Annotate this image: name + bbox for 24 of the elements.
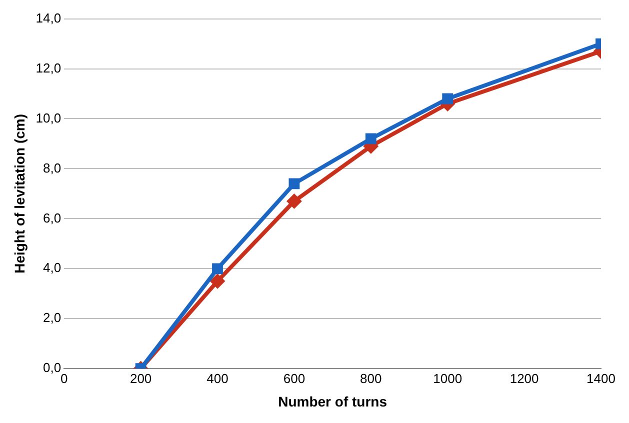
point: [212, 263, 223, 274]
x-tick-label: 1200: [510, 370, 539, 386]
x-tick-label: 0: [60, 370, 68, 386]
y-tick-label: 10,0: [36, 110, 62, 126]
y-axis-title: Height of levitation (cm): [11, 114, 28, 274]
y-tick-label: 0,0: [43, 360, 62, 376]
y-tick-label: 4,0: [43, 260, 62, 276]
x-axis-title: Number of turns: [278, 393, 388, 410]
x-tick-label: 400: [206, 370, 228, 386]
y-tick-label: 12,0: [36, 60, 62, 76]
y-tick-label: 6,0: [43, 210, 62, 226]
point: [210, 274, 225, 289]
point: [365, 133, 376, 144]
x-tick-label: 1400: [586, 370, 616, 386]
point: [288, 178, 300, 190]
x-tick-label: 600: [283, 370, 306, 386]
point: [442, 93, 454, 104]
y-tick-label: 8,0: [43, 160, 62, 176]
y-tick-label: 14,0: [36, 10, 62, 26]
x-tick-label: 200: [130, 370, 152, 386]
x-tick-label: 800: [360, 370, 382, 386]
y-tick-label: 2,0: [43, 310, 62, 326]
x-tick-label: 1000: [433, 370, 462, 386]
point: [286, 194, 302, 209]
